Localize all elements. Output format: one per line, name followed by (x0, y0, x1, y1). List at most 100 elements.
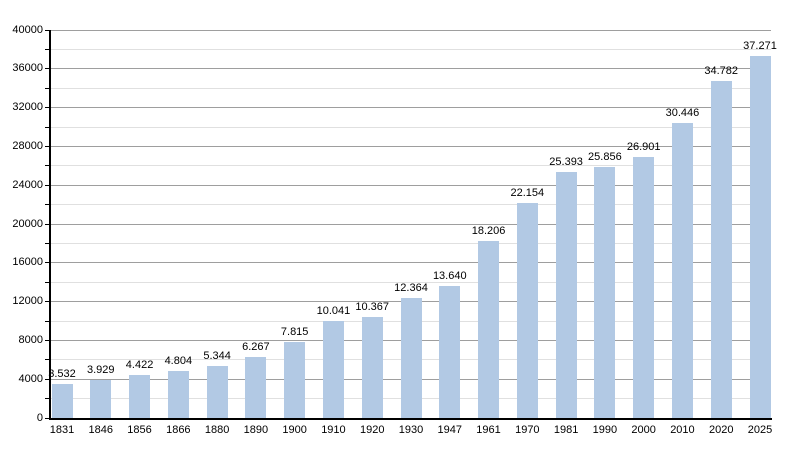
y-axis-tick (45, 87, 51, 89)
x-axis-label: 1920 (359, 424, 385, 436)
bar-value-label: 25.856 (588, 151, 622, 164)
bar (322, 320, 344, 418)
bar (749, 56, 771, 418)
bar (710, 80, 732, 418)
y-axis-label: 24000 (12, 178, 43, 191)
y-axis-tick (45, 165, 51, 167)
y-axis-tick (45, 223, 51, 225)
y-axis-tick (45, 378, 51, 380)
grid-line-minor (51, 242, 771, 244)
x-axis-label: 2025 (747, 424, 773, 436)
grid-line-major (51, 145, 771, 147)
bar (206, 366, 228, 418)
y-axis-tick (45, 398, 51, 400)
y-axis-tick (45, 339, 51, 341)
bar-value-label: 4.804 (164, 355, 193, 368)
y-axis-tick (45, 281, 51, 283)
x-axis-label: 1981 (553, 424, 579, 436)
y-axis-label: 4000 (18, 372, 43, 385)
bar (51, 383, 73, 418)
y-axis-tick (45, 301, 51, 303)
grid-line-major (51, 68, 771, 70)
bar (400, 298, 422, 418)
bar (478, 241, 500, 418)
y-axis-tick (45, 48, 51, 50)
y-axis-label: 32000 (12, 101, 43, 114)
y-axis-label: 28000 (12, 139, 43, 152)
x-axis-label: 1930 (398, 424, 424, 436)
y-axis-tick (45, 145, 51, 147)
x-axis-label: 1910 (321, 424, 346, 436)
y-axis-tick (45, 107, 51, 109)
bar (245, 357, 267, 418)
grid-line-minor (51, 48, 771, 50)
bar (516, 203, 538, 418)
x-axis-label: 1890 (243, 424, 269, 436)
grid-line-minor (51, 87, 771, 89)
x-axis-label: 1866 (166, 424, 191, 436)
y-axis-label: 40000 (12, 23, 43, 36)
bar-value-label: 3.532 (48, 367, 76, 380)
bar-value-label: 22.154 (510, 187, 545, 200)
y-axis-tick (45, 184, 51, 186)
x-axis-label: 2010 (670, 424, 695, 436)
bar (90, 379, 112, 418)
bar (361, 317, 383, 418)
bar-value-label: 4.422 (125, 359, 154, 372)
bar (167, 371, 189, 418)
y-axis-label: 8000 (18, 333, 43, 346)
x-axis-label: 1990 (592, 424, 618, 436)
x-axis-label: 1846 (88, 424, 113, 436)
x-axis-label: 1970 (515, 424, 540, 436)
bar-value-label: 13.640 (432, 269, 467, 282)
grid-line-major (51, 223, 771, 225)
x-axis-label: 2020 (708, 424, 734, 436)
bar-value-label: 10.041 (316, 304, 351, 317)
grid-line-minor (51, 281, 771, 283)
x-axis-label: 1900 (282, 424, 307, 436)
grid-line-minor (51, 204, 771, 206)
bar (284, 342, 306, 418)
grid-line-minor (51, 165, 771, 167)
y-axis-label: 16000 (12, 256, 43, 269)
x-axis-label: 1856 (127, 424, 152, 436)
bar-value-label: 5.344 (203, 350, 231, 363)
bar (594, 167, 616, 418)
bar (439, 285, 461, 418)
x-axis-label: 1831 (49, 424, 75, 436)
y-axis-label: 20000 (12, 217, 43, 230)
bar-value-label: 3.929 (87, 363, 115, 376)
bar (555, 171, 577, 418)
y-axis-line (49, 30, 51, 420)
grid-line-major (51, 262, 771, 264)
grid-line-minor (51, 126, 771, 128)
bar-value-label: 37.271 (743, 40, 777, 53)
bar-value-label: 34.782 (704, 64, 739, 77)
x-axis-label: 1880 (204, 424, 230, 436)
bar-value-label: 6.267 (242, 341, 270, 354)
y-axis-label: 0 (36, 411, 43, 424)
y-axis-label: 36000 (12, 62, 43, 75)
y-axis-tick (45, 242, 51, 244)
bar-value-label: 25.393 (549, 155, 583, 168)
y-axis-label: 12000 (12, 295, 43, 308)
bar-value-label: 12.364 (394, 282, 428, 295)
x-axis-label: 2000 (631, 424, 656, 436)
bar (633, 157, 655, 418)
bar-value-label: 26.901 (626, 141, 661, 154)
bar-value-label: 30.446 (665, 106, 700, 119)
y-axis-tick (45, 126, 51, 128)
grid-line-major (51, 29, 771, 31)
y-axis-tick (45, 68, 51, 70)
y-axis-tick (45, 417, 51, 419)
y-axis-tick (45, 262, 51, 264)
bar-value-label: 10.367 (355, 301, 390, 314)
grid-line-major (51, 107, 771, 109)
bar-value-label: 18.206 (471, 225, 506, 238)
x-axis-label: 1947 (437, 424, 462, 436)
y-axis-tick (45, 29, 51, 31)
y-axis-tick (45, 359, 51, 361)
bar (129, 375, 151, 418)
x-axis-line (49, 418, 772, 420)
